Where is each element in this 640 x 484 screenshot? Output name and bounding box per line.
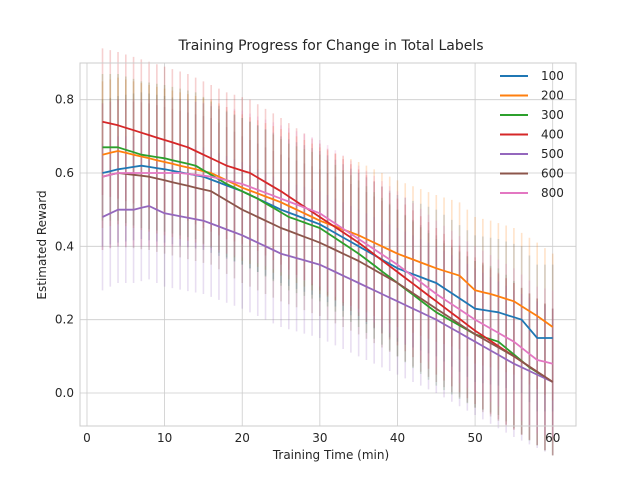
x-tick-label: 10 (157, 431, 172, 445)
y-tick-label: 0.0 (55, 386, 74, 400)
series-line-100 (102, 164, 553, 339)
x-tick-label: 30 (312, 431, 327, 445)
plot-background (80, 63, 576, 426)
x-tick-label: 20 (235, 431, 250, 445)
legend-item-800: 800 (500, 186, 564, 200)
legend-item-200: 200 (500, 89, 564, 103)
y-tick-label: 0.8 (55, 93, 74, 107)
series-line-500 (102, 205, 554, 383)
series-line-800 (102, 172, 553, 365)
series-lines (102, 120, 554, 383)
y-axis-label: Estimated Reward (35, 190, 49, 299)
legend-label: 600 (541, 167, 564, 181)
legend-label: 200 (541, 89, 564, 103)
x-tick-label: 60 (545, 431, 560, 445)
x-tick-label: 50 (467, 431, 482, 445)
series-line-200 (102, 150, 554, 328)
legend: 100 200 300 400 500 600 800 (500, 69, 564, 200)
plot-area (80, 63, 576, 426)
y-tick-label: 0.6 (55, 166, 74, 180)
legend-label: 800 (541, 186, 564, 200)
series-line-400 (102, 120, 554, 383)
chart-title: Training Progress for Change in Total La… (177, 38, 483, 54)
legend-item-500: 500 (500, 147, 564, 161)
legend-item-100: 100 (500, 69, 564, 83)
plot-border (79, 62, 577, 427)
y-tick-label: 0.2 (55, 313, 74, 327)
legend-item-600: 600 (500, 167, 564, 181)
series-line-600 (102, 172, 554, 383)
x-axis-label: Training Time (min) (272, 448, 389, 462)
x-tick-label: 40 (390, 431, 405, 445)
legend-label: 300 (541, 108, 564, 122)
x-tick-labels: 0 10 20 30 40 50 60 (83, 431, 560, 445)
legend-label: 500 (541, 147, 564, 161)
y-tick-labels: 0.0 0.2 0.4 0.6 0.8 (55, 93, 74, 400)
plot-frame (79, 62, 577, 427)
y-tick-label: 0.4 (55, 239, 74, 253)
legend-item-400: 400 (500, 128, 564, 142)
legend-label: 400 (541, 128, 564, 142)
legend-item-300: 300 (500, 108, 564, 122)
legend-label: 100 (541, 69, 564, 83)
x-tick-label: 0 (83, 431, 91, 445)
